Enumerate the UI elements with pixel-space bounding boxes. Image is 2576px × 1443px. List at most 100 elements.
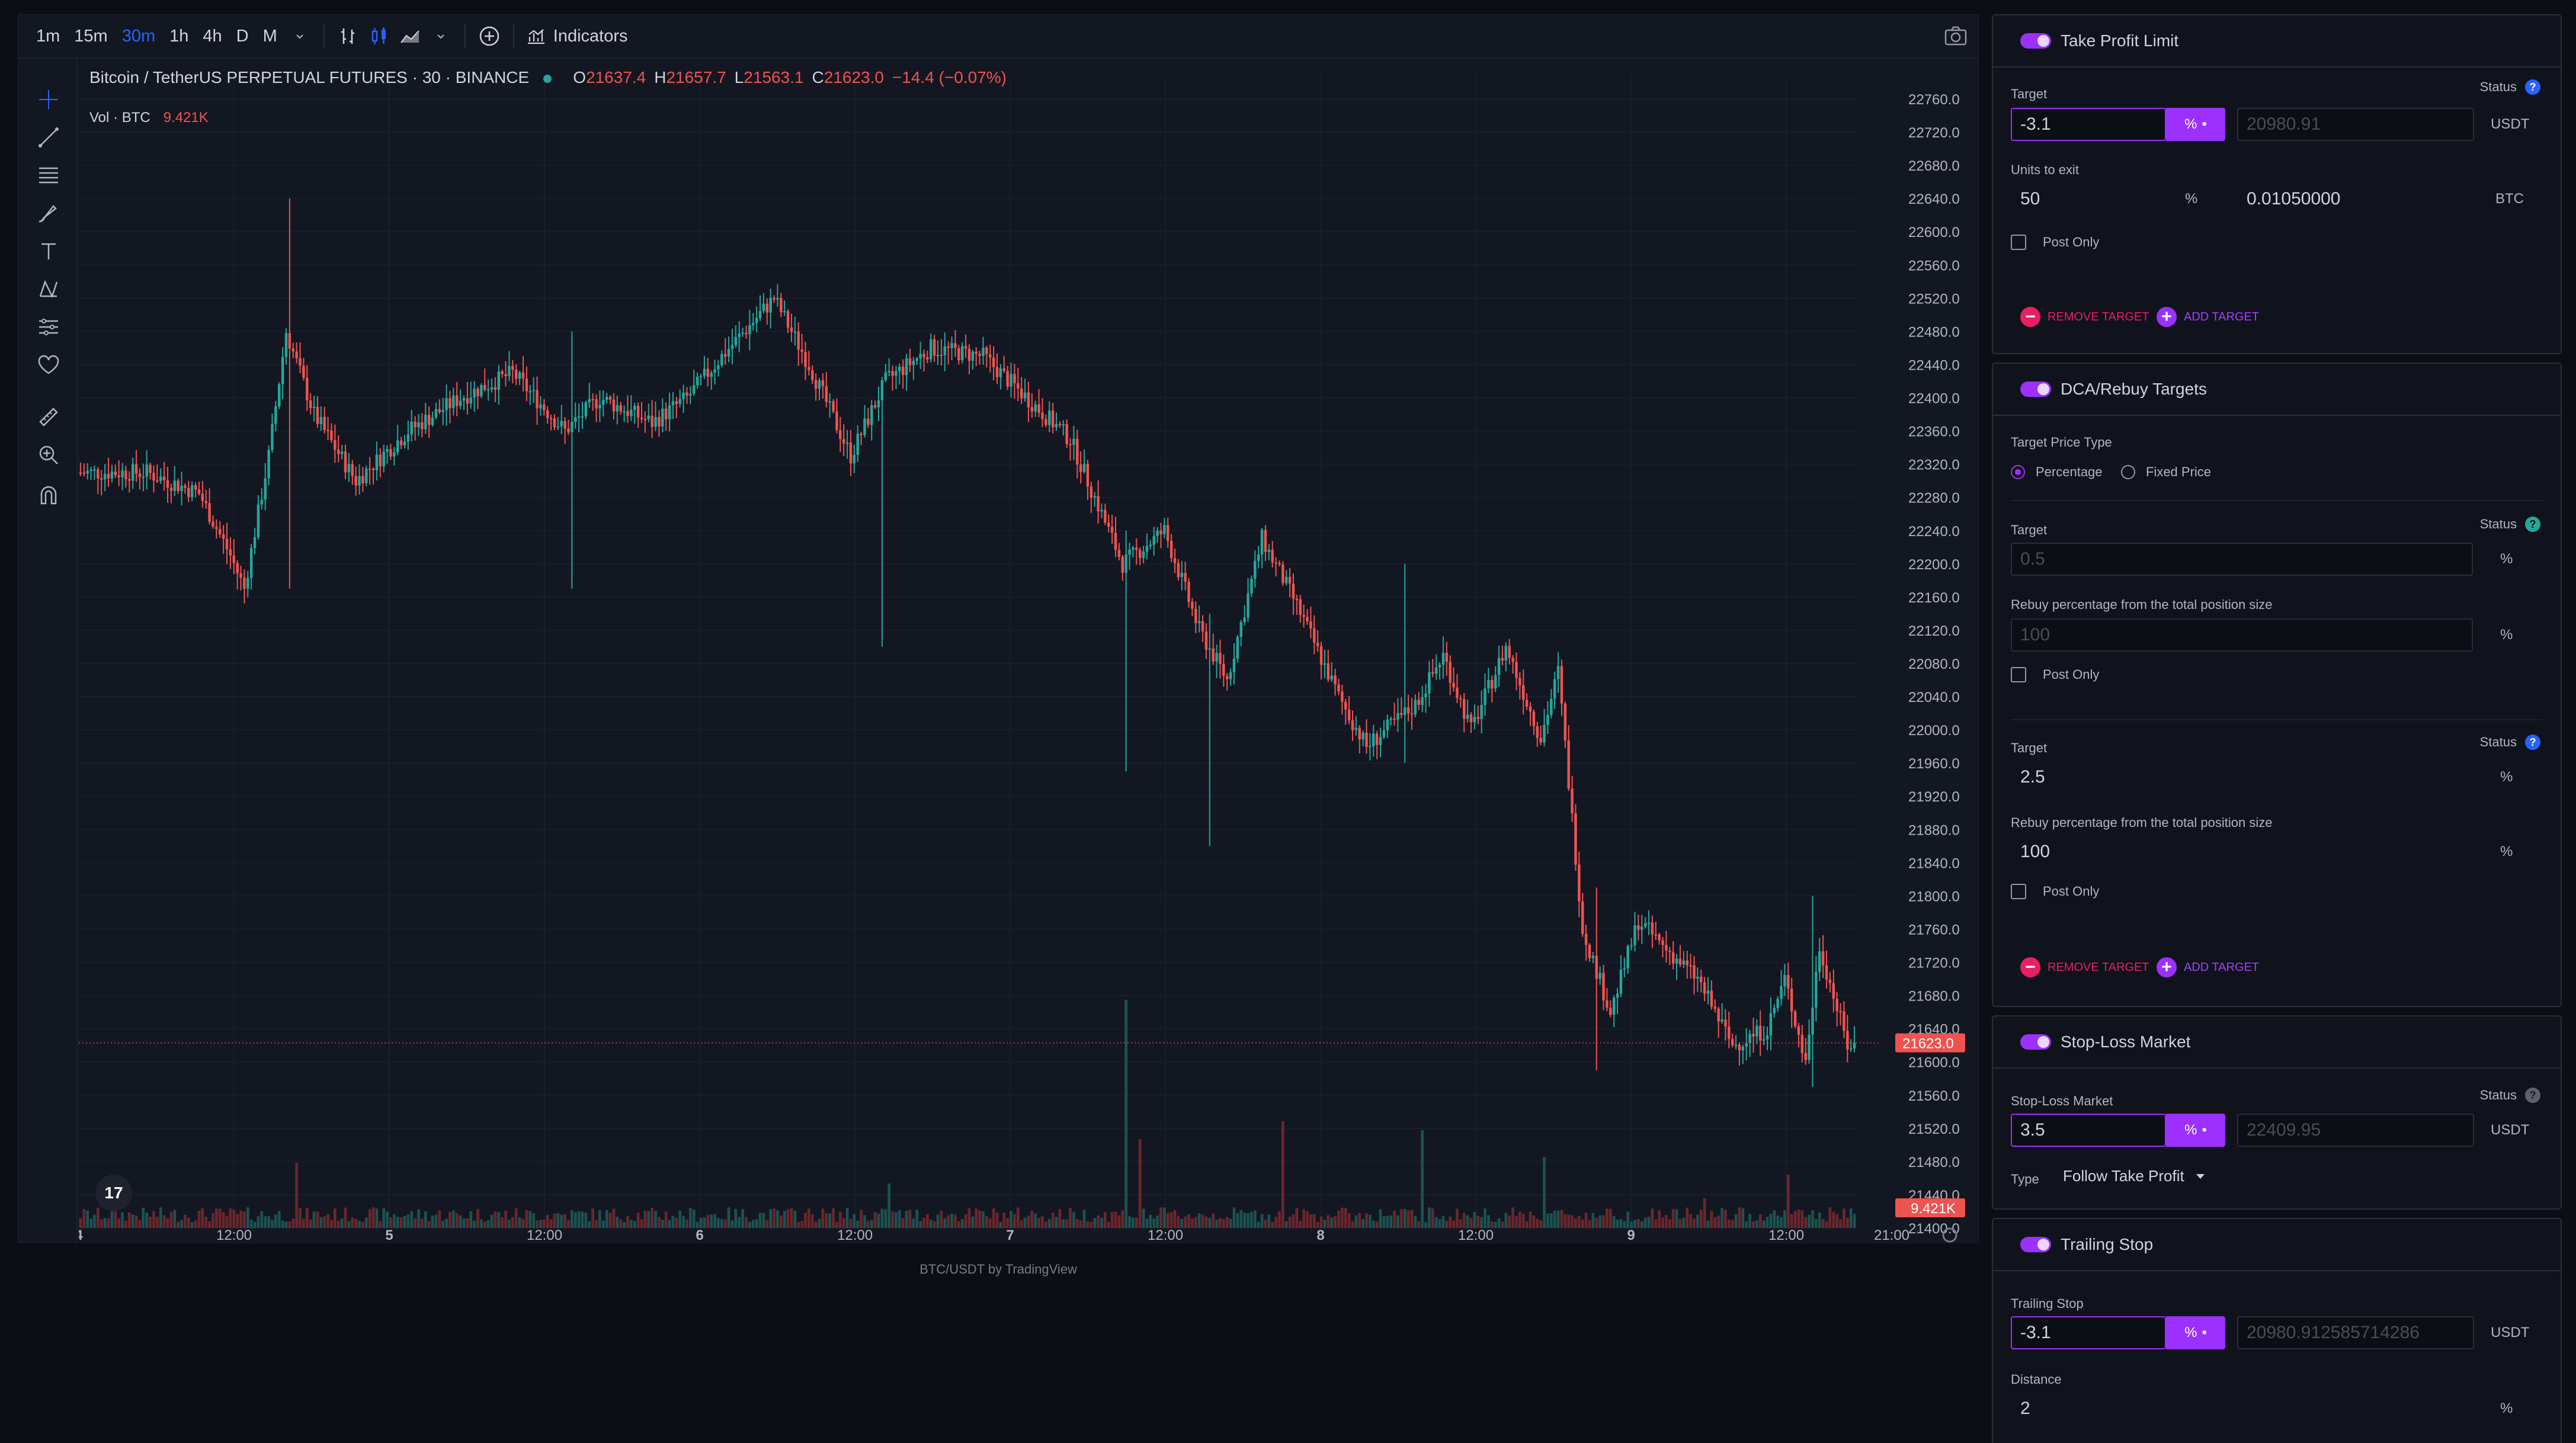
crosshair-icon[interactable] xyxy=(36,87,61,112)
text-tool-icon[interactable] xyxy=(36,239,61,264)
timeframe-m[interactable]: M xyxy=(262,27,277,46)
tp-percent-toggle[interactable]: % • xyxy=(2166,108,2225,141)
price-tick-label: 21480.0 xyxy=(1908,1155,1960,1171)
tp-price-input[interactable]: 20980.91 xyxy=(2237,108,2474,141)
stop-loss-toggle[interactable] xyxy=(2020,1034,2051,1050)
ts-value-input[interactable]: -3.1 xyxy=(2011,1316,2166,1349)
candle-body xyxy=(821,380,825,387)
volume-bar xyxy=(1341,1207,1344,1228)
dca-r2-input[interactable]: 100 xyxy=(2011,835,2473,868)
pattern-icon[interactable] xyxy=(36,277,61,302)
volume-bar xyxy=(1682,1217,1686,1228)
volume-bar xyxy=(368,1209,371,1228)
volume-bar xyxy=(605,1210,608,1228)
radio-selected[interactable] xyxy=(2011,465,2025,479)
timeframe-1h[interactable]: 1h xyxy=(169,27,189,46)
area-style-icon[interactable] xyxy=(398,24,422,48)
volume-bar xyxy=(1173,1210,1177,1228)
checkbox[interactable] xyxy=(2011,667,2026,682)
candle-body xyxy=(1278,563,1281,565)
ruler-icon[interactable] xyxy=(36,405,61,429)
dca-toggle[interactable] xyxy=(2020,381,2051,397)
chevron-down-icon[interactable] xyxy=(288,24,312,48)
help-icon[interactable]: ? xyxy=(2525,79,2540,95)
timeframe-1m[interactable]: 1m xyxy=(36,27,60,46)
timeframe-d[interactable]: D xyxy=(236,27,249,46)
volume-bar xyxy=(546,1214,549,1228)
price-chart[interactable]: 22760.0 22720.0 22680.0 22640.0 22600.0 22560… xyxy=(79,60,1978,1243)
dca-r1-input[interactable]: 100 xyxy=(2011,618,2473,652)
magnet-icon[interactable] xyxy=(36,483,61,508)
dca-t1-input[interactable]: 0.5 xyxy=(2011,543,2473,576)
dca-percentage-option[interactable]: Percentage xyxy=(2011,464,2103,480)
ts-price-input[interactable]: 20980.912585714286 xyxy=(2237,1316,2474,1349)
tp-units-input[interactable]: 50 xyxy=(2011,182,2165,216)
volume-bar xyxy=(1006,1218,1009,1228)
volume-bar xyxy=(1668,1219,1671,1228)
settings-gear-icon[interactable] xyxy=(1942,1227,1957,1243)
bar-chart-style-icon[interactable] xyxy=(337,24,360,48)
chart-caption[interactable]: BTC/USDT by TradingView xyxy=(919,1262,1077,1277)
volume-bar xyxy=(438,1210,441,1228)
dca-t1-post-only[interactable]: Post Only xyxy=(2011,667,2099,682)
symbol-title[interactable]: Bitcoin / TetherUS PERPETUAL FUTURES · 3… xyxy=(89,68,530,86)
candle-body xyxy=(1553,679,1556,699)
sl-type-select[interactable]: Follow Take Profit xyxy=(2063,1167,2206,1185)
sl-price-input[interactable]: 22409.95 xyxy=(2237,1114,2474,1147)
dca-fixed-price-option[interactable]: Fixed Price xyxy=(2121,464,2211,480)
ts-percent-toggle[interactable]: % • xyxy=(2166,1316,2225,1349)
volume-bar xyxy=(1456,1208,1459,1228)
candle-body xyxy=(1598,973,1601,979)
radio[interactable] xyxy=(2121,465,2135,479)
sl-value-input[interactable]: 3.5 xyxy=(2011,1114,2166,1147)
chart-container[interactable]: 1m 15m 30m 1h 4h D M Indicators xyxy=(18,14,1979,1243)
dca-add-target-button[interactable]: + ADD TARGET xyxy=(2157,957,2259,977)
compare-plus-icon[interactable] xyxy=(478,24,501,48)
sl-percent-toggle[interactable]: % • xyxy=(2166,1114,2225,1147)
trailing-stop-toggle[interactable] xyxy=(2020,1237,2051,1252)
candle-body xyxy=(1013,374,1016,384)
trend-line-icon[interactable] xyxy=(36,125,61,150)
candle-body xyxy=(748,325,751,335)
dca-t2-input[interactable]: 2.5 xyxy=(2011,761,2473,794)
volume-bar xyxy=(988,1218,992,1228)
help-icon[interactable]: ? xyxy=(2525,735,2540,750)
heart-icon[interactable] xyxy=(36,352,61,377)
camera-icon[interactable] xyxy=(1944,25,1968,49)
tp-btc-input[interactable]: 0.01050000 xyxy=(2237,182,2474,216)
volume-bar xyxy=(434,1214,438,1228)
stop-loss-title: Stop-Loss Market xyxy=(2061,1032,2191,1051)
candles-style-icon[interactable] xyxy=(367,24,391,48)
tp-post-only[interactable]: Post Only xyxy=(2011,235,2099,250)
tp-remove-target-button[interactable]: − REMOVE TARGET xyxy=(2020,307,2149,327)
tp-add-target-button[interactable]: + ADD TARGET xyxy=(2157,307,2259,327)
horizontal-lines-icon[interactable] xyxy=(36,163,61,188)
timeframe-30m[interactable]: 30m xyxy=(121,27,156,46)
take-profit-toggle[interactable] xyxy=(2020,33,2051,49)
tp-target-input[interactable]: -3.1 xyxy=(2011,108,2166,141)
dca-remove-target-button[interactable]: − REMOVE TARGET xyxy=(2020,957,2149,977)
tradingview-logo[interactable]: 17 xyxy=(95,1175,132,1211)
candle-body xyxy=(448,398,451,408)
candle-body xyxy=(212,521,214,527)
checkbox[interactable] xyxy=(2011,884,2026,899)
brush-icon[interactable] xyxy=(36,201,61,226)
volume-bar xyxy=(751,1220,755,1228)
timeframe-4h[interactable]: 4h xyxy=(203,27,222,46)
candle-body xyxy=(930,339,933,360)
chevron-down-icon[interactable] xyxy=(429,24,453,48)
timeframe-15m[interactable]: 15m xyxy=(74,27,108,46)
help-icon[interactable]: ? xyxy=(2525,1088,2540,1103)
checkbox[interactable] xyxy=(2011,235,2026,250)
ts-distance-input[interactable]: 2 xyxy=(2011,1392,2473,1425)
indicators-button[interactable]: Indicators xyxy=(526,27,628,46)
volume-bar xyxy=(696,1221,699,1228)
volume-bar xyxy=(954,1214,957,1228)
candle-body xyxy=(919,354,922,359)
dca-t2-post-only[interactable]: Post Only xyxy=(2011,884,2099,899)
candle-body xyxy=(1337,684,1340,692)
candle-body xyxy=(396,440,399,453)
volume-bar xyxy=(177,1221,180,1228)
zoom-in-icon[interactable] xyxy=(36,442,61,467)
prediction-icon[interactable] xyxy=(36,315,61,339)
